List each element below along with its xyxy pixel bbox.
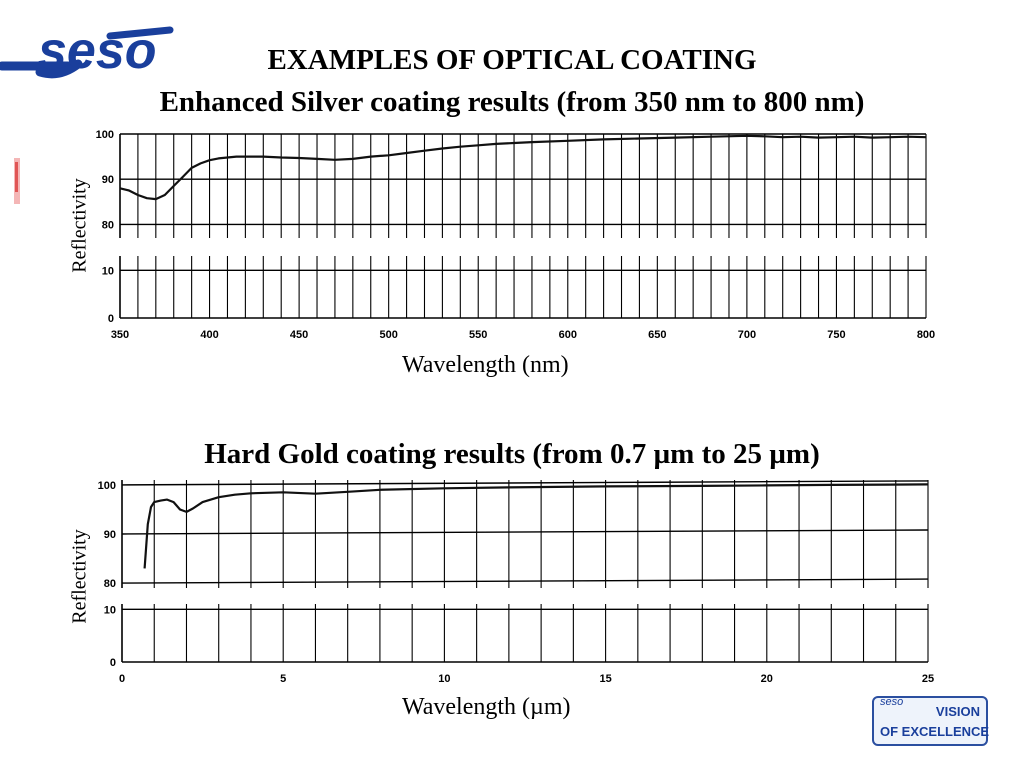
silver-y-tick-label: 80 <box>102 219 114 231</box>
slide-title: EXAMPLES OF OPTICAL COATING <box>267 44 757 76</box>
gold-x-tick-label: 10 <box>438 673 450 685</box>
gold-y-tick-label: 100 <box>98 480 116 492</box>
silver-x-tick-label: 350 <box>111 329 129 341</box>
badge-line-2: OF EXCELLENCE <box>880 724 990 739</box>
seso-logo: seso <box>0 22 174 80</box>
silver-x-tick-label: 450 <box>290 329 308 341</box>
badge-brand: seso <box>880 696 904 708</box>
gold-hgrid-upper <box>121 578 929 584</box>
silver-x-tick-label: 650 <box>648 329 666 341</box>
silver-x-tick-label: 550 <box>469 329 487 341</box>
silver-x-tick-label: 600 <box>559 329 577 341</box>
silver-x-tick-label: 400 <box>200 329 218 341</box>
gold-hgrid-upper <box>121 480 929 486</box>
silver-x-tick-label: 800 <box>917 329 935 341</box>
silver-chart-title: Enhanced Silver coating results (from 35… <box>159 86 865 118</box>
gold-y-tick-label: 0 <box>110 657 116 669</box>
gold-x-tick-label: 0 <box>119 673 125 685</box>
silver-y-tick-label: 90 <box>102 174 114 186</box>
gold-hgrid-upper <box>121 529 929 535</box>
silver-y-tick-label: 100 <box>96 129 114 141</box>
silver-y-tick-label: 0 <box>108 313 114 325</box>
gold-series-line-0 <box>143 483 929 569</box>
gold-y-tick-label: 90 <box>104 529 116 541</box>
gold-chart-title: Hard Gold coating results (from 0.7 µm t… <box>204 438 820 470</box>
gold-y-axis-label: Reflectivity <box>68 529 91 624</box>
gold-x-tick-label: 15 <box>599 673 611 685</box>
gold-x-tick-label: 20 <box>761 673 773 685</box>
gold-x-tick-label: 5 <box>280 673 286 685</box>
vision-of-excellence-badge: seso VISION OF EXCELLENCE <box>872 696 990 746</box>
silver-series-line-0 <box>119 134 927 201</box>
gold-x-axis-label: Wavelength (µm) <box>402 694 571 720</box>
silver-x-tick-label: 700 <box>738 329 756 341</box>
silver-y-tick-label: 10 <box>102 265 114 277</box>
silver-x-tick-label: 750 <box>827 329 845 341</box>
gold-y-tick-label: 80 <box>104 578 116 590</box>
silver-x-tick-label: 500 <box>379 329 397 341</box>
badge-line-1: VISION <box>935 704 980 719</box>
gold-y-tick-label: 10 <box>104 604 116 616</box>
silver-y-axis-label: Reflectivity <box>68 178 91 273</box>
gold-x-tick-label: 25 <box>922 673 934 685</box>
decorative-mark <box>14 158 20 204</box>
silver-x-axis-label: Wavelength (nm) <box>402 352 569 378</box>
